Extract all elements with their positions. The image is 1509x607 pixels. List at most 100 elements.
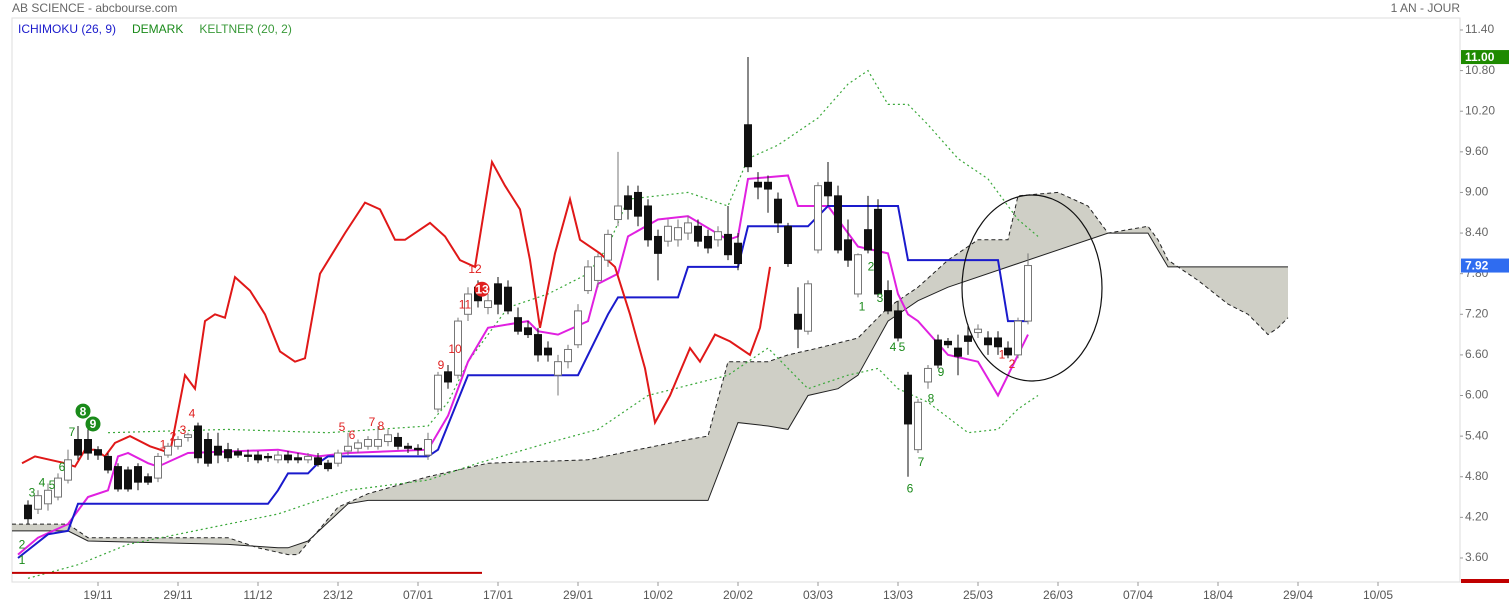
- legend-entry: ICHIMOKU (26, 9): [18, 22, 116, 36]
- x-tick-label: 18/04: [1203, 588, 1233, 602]
- demark-label: 3: [180, 423, 187, 437]
- candle-body: [644, 205, 652, 241]
- candle-body: [554, 361, 562, 376]
- demark-label: 4: [890, 340, 897, 354]
- candle-body: [774, 198, 782, 224]
- demark-label: 8: [928, 391, 935, 405]
- candle-body: [494, 283, 502, 305]
- demark-label: 10: [448, 342, 462, 356]
- demark-label: 13: [475, 282, 489, 296]
- candle-body: [234, 451, 242, 456]
- candle-body: [874, 208, 882, 295]
- x-tick-label: 03/03: [803, 588, 833, 602]
- candle-body: [564, 348, 572, 363]
- candle-body: [254, 454, 262, 461]
- legend-entry: DEMARK: [132, 22, 183, 36]
- legend-entry: KELTNER (20, 2): [199, 22, 291, 36]
- demark-label: 7: [369, 415, 376, 429]
- highlight-ellipse: [961, 194, 1103, 382]
- candle-body: [944, 340, 952, 346]
- candle-body: [244, 454, 252, 457]
- candle-body: [64, 459, 72, 481]
- candle-body: [744, 124, 752, 168]
- candle-body: [314, 457, 322, 466]
- demark-label: 8: [80, 404, 87, 418]
- line: [21, 158, 771, 468]
- candle-body: [1024, 265, 1032, 322]
- candle-body: [724, 233, 732, 256]
- candle-body: [984, 337, 992, 346]
- demark-badge: [75, 403, 91, 419]
- demark-label: 4: [189, 406, 196, 420]
- x-tick-label: 11/12: [243, 588, 272, 602]
- y-tick-label: 11.40: [1465, 22, 1494, 36]
- candle-body: [734, 242, 742, 265]
- candle-body: [104, 455, 112, 471]
- candle-body: [194, 425, 202, 459]
- candle-body: [634, 191, 642, 217]
- candle-body: [594, 256, 602, 281]
- x-tick-label: 29/11: [163, 588, 192, 602]
- candle-body: [584, 266, 592, 292]
- candle-body: [34, 495, 42, 510]
- demark-label: 5: [339, 420, 346, 434]
- candle-body: [834, 195, 842, 251]
- candle-body: [974, 328, 982, 334]
- price-badge: [1461, 50, 1509, 65]
- x-tick-label: 07/01: [403, 588, 433, 602]
- candle-body: [344, 445, 352, 452]
- demark-label: 2: [1009, 357, 1016, 371]
- candle-body: [54, 477, 62, 498]
- x-tick-label: 29/01: [563, 588, 593, 602]
- candle-body: [794, 313, 802, 330]
- demark-label: 2: [868, 259, 875, 273]
- demark-label: 2: [170, 429, 177, 443]
- demark-label: 3: [877, 291, 884, 305]
- candle-body: [334, 452, 342, 464]
- demark-badge: [85, 416, 101, 432]
- candle-body: [374, 439, 382, 447]
- candle-body: [504, 286, 512, 312]
- price-badge: [1461, 258, 1509, 273]
- candle-body: [994, 337, 1002, 348]
- y-tick-label: 7.20: [1465, 306, 1489, 320]
- candle-body: [224, 449, 232, 459]
- y-tick-label: 10.80: [1465, 63, 1495, 77]
- candle-body: [174, 439, 182, 447]
- demark-label: 5: [899, 340, 906, 354]
- y-tick-label: 4.20: [1465, 510, 1489, 524]
- demark-label: 7: [918, 455, 925, 469]
- candle-body: [404, 445, 412, 449]
- demark-label: 1: [999, 347, 1006, 361]
- y-tick-label: 4.80: [1465, 469, 1489, 483]
- candle-body: [94, 449, 102, 456]
- candle-body: [804, 283, 812, 332]
- candle-body: [664, 225, 672, 242]
- candle-body: [604, 233, 612, 261]
- candle-body: [44, 489, 52, 505]
- y-tick-label: 9.60: [1465, 144, 1489, 158]
- line: [12, 232, 1288, 549]
- candle-body: [424, 439, 432, 456]
- y-tick-label: 5.40: [1465, 428, 1489, 442]
- x-tick-label: 10/05: [1363, 588, 1393, 602]
- candle-body: [394, 436, 402, 447]
- candle-body: [934, 339, 942, 366]
- line: [12, 191, 1289, 556]
- demark-label: 6: [907, 481, 914, 495]
- x-tick-label: 07/04: [1123, 588, 1153, 602]
- candle-body: [184, 434, 192, 438]
- plot-frame: [11, 17, 1461, 583]
- candle-body: [884, 290, 892, 312]
- candle-body: [674, 227, 682, 241]
- candle-body: [524, 327, 532, 336]
- demark-badge: [474, 281, 490, 297]
- candle-body: [1014, 320, 1022, 356]
- candle-body: [264, 455, 272, 459]
- price-badge-label: 11.00: [1465, 50, 1495, 64]
- candle-body: [624, 195, 632, 210]
- period-label: 1 AN - JOUR: [1391, 1, 1461, 15]
- candle-body: [964, 335, 972, 342]
- demark-label: 6: [349, 428, 356, 442]
